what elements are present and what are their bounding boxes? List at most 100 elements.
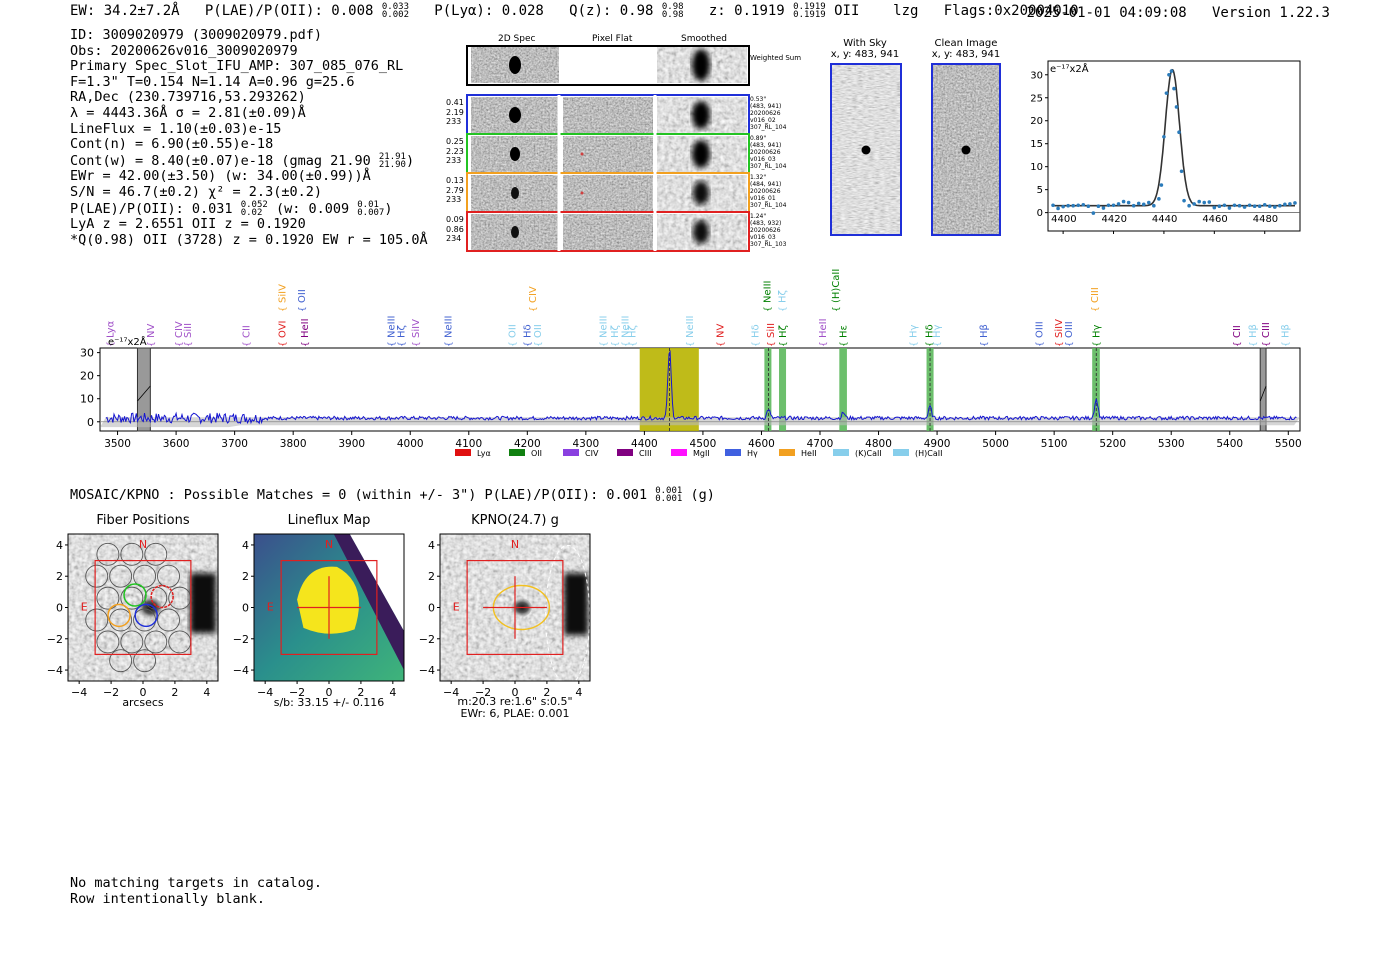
fiber-circle xyxy=(133,649,157,673)
zoom-line-plot: 0 5 10 15 20 25 30 e⁻¹⁷x2Å xyxy=(1030,60,1301,234)
line-label-bracket: { xyxy=(298,306,308,312)
header-qz-range: 0.98 0.98 xyxy=(661,2,684,20)
zoom-data-point xyxy=(1207,200,1212,204)
header-ew: EW: 34.2±7.2Å xyxy=(70,3,180,19)
line-label: HeII xyxy=(818,318,829,338)
line-label-bracket: { xyxy=(444,341,454,347)
zoom-ytick-label: 0 xyxy=(1037,208,1043,219)
kpno-aperture-box xyxy=(466,559,564,656)
spectrum-unit-label: e⁻¹⁷x2Å xyxy=(108,335,147,348)
zoom-data-point xyxy=(1136,201,1141,206)
cutout-row-2-stats: 0.25 2.23 233 xyxy=(446,137,464,165)
line-label: SiIV xyxy=(278,284,289,303)
info-block: ID: 3009020979 (3009020979.pdf) Obs: 202… xyxy=(70,27,428,248)
fiber-ytick-label: 2 xyxy=(56,570,63,583)
fiber-circle xyxy=(120,542,144,566)
zoom-data-point xyxy=(1126,200,1131,205)
line-label: CIV xyxy=(174,321,185,338)
zoom-data-point xyxy=(1217,204,1222,208)
fiber-circle xyxy=(133,564,157,588)
lineflux-frame xyxy=(253,533,405,682)
zoom-data-point xyxy=(1162,135,1166,139)
zoom-data-point xyxy=(1116,202,1121,206)
kpno-xtick-label: 2 xyxy=(543,686,550,699)
zoom-data-point xyxy=(1288,202,1292,206)
cutout-row-2 xyxy=(466,133,750,174)
info-contw: Cont(w) = 8.40(±0.07)e-18 (gmag 21.90 21… xyxy=(70,151,415,170)
info-radec: RA,Dec (230.739716,53.293262) xyxy=(70,89,306,106)
fiber-circle xyxy=(96,630,120,654)
cutout-row-1-stats: 0.41 2.19 233 xyxy=(446,98,464,126)
legend-swatch xyxy=(779,449,795,456)
cutout-row-4-stats: 0.09 0.86 234 xyxy=(446,215,464,243)
line-label-bracket: { xyxy=(839,341,849,347)
kpno-ytick-label: −4 xyxy=(419,664,435,677)
kpno-ytick-label: 0 xyxy=(428,602,435,615)
legend-label: OII xyxy=(531,449,542,458)
legend-swatch xyxy=(893,449,909,456)
full-spectrum-plot: Lyα{NV{CIV{SiII{CII{SiIV{OVI{OII{HeII{Ne… xyxy=(80,269,1302,458)
zoom-xtick-labels: 4400 4420 4440 4460 4480 xyxy=(1020,214,1310,228)
legend-label: (K)CaII xyxy=(855,449,882,458)
fiber-circle xyxy=(109,564,133,588)
cutout-col-smoothed: Smoothed xyxy=(681,34,727,44)
zoom-data-point xyxy=(1182,198,1186,203)
zoom-xtick-label: 4420 xyxy=(1101,214,1127,225)
line-label-bracket: { xyxy=(1036,341,1046,347)
fiber-circle xyxy=(157,608,180,632)
zoom-data-point xyxy=(1121,199,1126,204)
info-f-line: F=1.3" T=0.154 N=1.14 A=0.96 g=25.6 xyxy=(70,73,355,90)
legend-label: Lyα xyxy=(477,449,491,458)
cutout-row-3-stats: 0.13 2.79 233 xyxy=(446,176,464,204)
line-label-bracket: { xyxy=(910,341,920,347)
zoom-data-point xyxy=(1076,203,1081,208)
line-label-bracket: { xyxy=(242,341,252,347)
line-label: NV xyxy=(146,324,157,338)
legend-swatch xyxy=(833,449,849,456)
zoom-data-point xyxy=(1066,203,1070,208)
lineflux-ytick-label: −2 xyxy=(233,633,249,646)
header-z-range: 0.1919 0.1919 xyxy=(793,2,826,20)
kpno-caption-1: m:20.3 re:1.6" s:0.5" xyxy=(457,695,573,708)
line-label-bracket: { xyxy=(523,341,533,347)
zoom-data-point xyxy=(1278,203,1282,208)
line-label: OII xyxy=(508,324,519,338)
fiber-highlight-circle xyxy=(134,603,158,628)
cutout-weighted-row xyxy=(466,45,750,86)
line-label: OVI xyxy=(278,321,289,339)
line-label-bracket: { xyxy=(529,306,539,312)
cutout-row-3-details: 1.32" (484, 941) 20200626 v016_01 307_RL_104 xyxy=(750,174,787,209)
header-summary: EW: 34.2±7.2Å P(LAE)/P(OII): 0.008 0.033… xyxy=(70,2,1079,20)
line-label-bracket: { xyxy=(509,341,519,347)
zoom-data-point xyxy=(1131,203,1136,208)
line-label-bracket: { xyxy=(779,341,789,347)
line-label-bracket: { xyxy=(1249,341,1259,347)
zoom-ytick-label: 10 xyxy=(1030,162,1043,173)
line-label-bracket: { xyxy=(397,341,407,347)
zoom-data-point xyxy=(1141,202,1146,207)
zoom-data-point xyxy=(1157,197,1161,201)
zoom-data-point xyxy=(1192,202,1196,206)
legend-swatch xyxy=(455,449,471,456)
fiber-xtick-label: 4 xyxy=(203,686,210,699)
cutout-row-1-details: 0.53" (483, 941) 20200626 v016_02 307_RL_104 xyxy=(750,96,787,131)
zoom-xtick-label: 4480 xyxy=(1252,214,1279,225)
legend-swatch xyxy=(671,449,687,456)
fiber-circle xyxy=(144,630,168,654)
kpno-xtick-label: −4 xyxy=(443,686,459,699)
fiber-circle xyxy=(144,542,168,566)
zoom-data-point xyxy=(1167,72,1171,77)
line-label: Hδ xyxy=(522,324,533,338)
info-lya: LyA z = 2.6551 OII z = 0.1920 xyxy=(70,216,306,233)
zoom-data-point xyxy=(1081,203,1086,207)
footer-line-2: Row intentionally blank. xyxy=(70,890,266,907)
zoom-xtick-label: 4460 xyxy=(1202,214,1228,225)
sky-image xyxy=(830,63,902,236)
info-id: ID: 3009020979 (3009020979.pdf) xyxy=(70,27,322,43)
line-label-bracket: { xyxy=(1281,341,1291,347)
sky-title: With Sky xyxy=(843,38,887,49)
legend-label: HeII xyxy=(801,449,817,458)
kpno-panel-title: KPNO(24.7) g xyxy=(471,513,559,528)
header-timestamp: 2025-01-01 04:09:08 xyxy=(1026,5,1187,21)
clean-coords: x, y: 483, 941 xyxy=(931,49,1001,60)
